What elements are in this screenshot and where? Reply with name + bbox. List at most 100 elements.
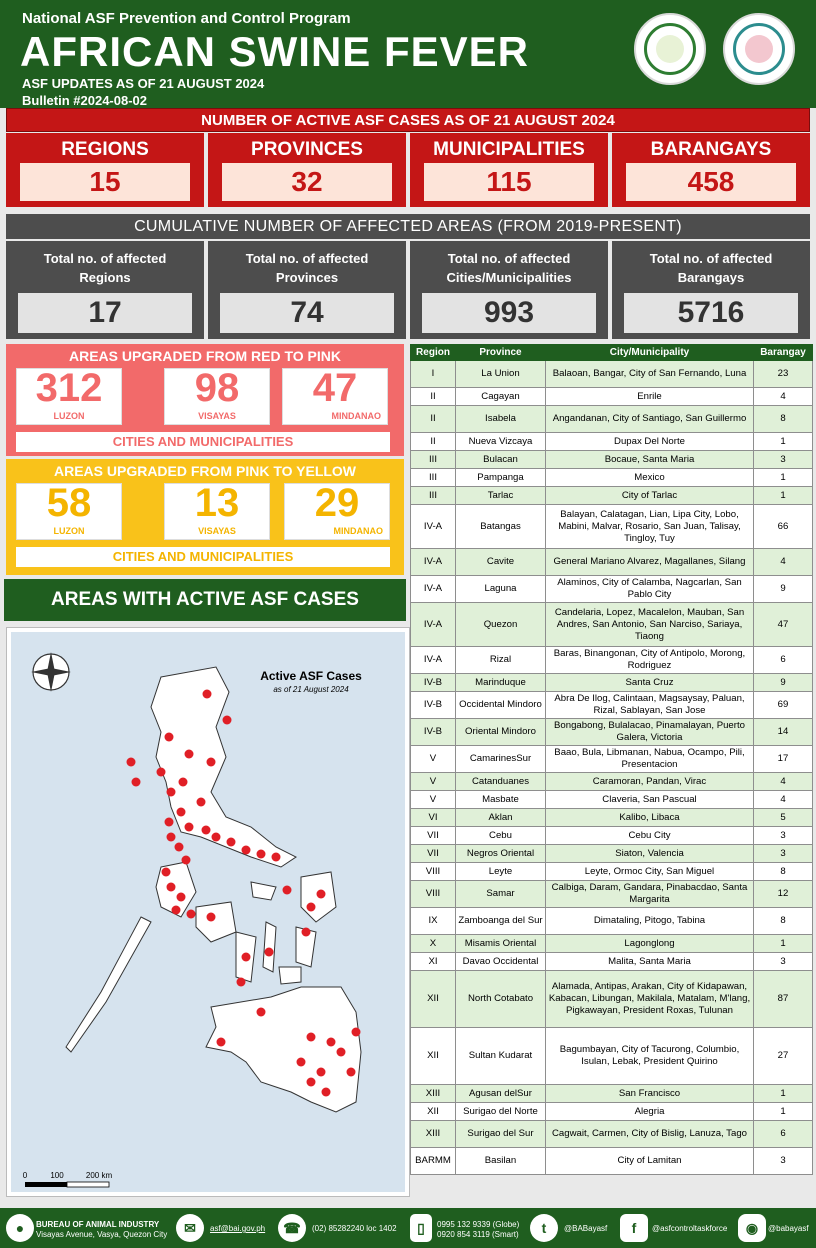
region-cell: VI <box>410 808 456 827</box>
stat-value: 5716 <box>624 293 798 333</box>
phone-icon: ☎ <box>278 1214 306 1242</box>
municipality-cell: Lagonglong <box>545 934 754 953</box>
table-row: IV-B Oriental Mindoro Bongabong, Bulalacao… <box>410 718 813 746</box>
region-cell: XIII <box>410 1120 456 1148</box>
table-row: IV-A Cavite General Mariano Alvarez, Magal… <box>410 548 813 576</box>
case-marker <box>306 1032 316 1042</box>
municipality-cell: Bagumbayan, City of Tacurong, Columbio, … <box>545 1027 754 1085</box>
barangay-count-cell: 1 <box>753 1102 813 1121</box>
provinces-stat-card: PROVINCES 32 <box>208 133 406 207</box>
barangay-count-cell: 66 <box>753 504 813 549</box>
case-marker <box>206 757 216 767</box>
table-row: III Tarlac City of Tarlac 1 <box>410 486 813 505</box>
province-cell: Marinduque <box>455 673 546 692</box>
agency-address: Visayas Avenue, Vasya, Quezon City <box>36 1230 168 1239</box>
twitter-handle[interactable]: @BABayasf <box>564 1224 608 1233</box>
table-row: II Isabela Angandanan, City of Santiago, S… <box>410 405 813 433</box>
philippines-map: Active ASF Cases as of 21 August 2024 0 … <box>11 632 405 1192</box>
province-cell: Catanduanes <box>455 772 546 791</box>
stat-value: 115 <box>424 163 594 201</box>
facebook-icon[interactable]: f <box>620 1214 648 1242</box>
case-marker <box>166 832 176 842</box>
case-marker <box>222 715 232 725</box>
panel-title: AREAS UPGRADED FROM PINK TO YELLOW <box>53 463 357 479</box>
count-number: 312 <box>35 366 103 410</box>
municipality-cell: Bocaue, Santa Maria <box>545 450 754 469</box>
bulletin-number: Bulletin #2024-08-02 <box>22 93 148 108</box>
table-row: V Masbate Claveria, San Pascual 4 <box>410 790 813 809</box>
barangay-count-cell: 4 <box>753 772 813 791</box>
stat-label: Total no. of affected Cities/Municipaliti… <box>446 251 572 285</box>
cumulative-title: CUMULATIVE NUMBER OF AFFECTED AREAS (FRO… <box>6 214 810 239</box>
region-cell: IX <box>410 907 456 935</box>
stat-value: 15 <box>20 163 190 201</box>
table-row: XII Sultan Kudarat Bagumbayan, City of Tac… <box>410 1027 813 1085</box>
province-cell: Surigao del Norte <box>455 1102 546 1121</box>
instagram-icon[interactable]: ◉ <box>738 1214 766 1242</box>
case-marker <box>176 892 186 902</box>
case-marker <box>166 787 176 797</box>
masbate-island <box>250 881 277 901</box>
case-marker <box>216 1037 226 1047</box>
municipality-cell: Mexico <box>545 468 754 487</box>
email-link[interactable]: asf@bai.gov.ph <box>210 1224 266 1233</box>
case-marker <box>196 797 206 807</box>
province-cell: Isabela <box>455 405 546 433</box>
visayas-count-box: 98 VISAYAS <box>164 366 270 425</box>
municipality-cell: Candelaria, Lopez, Macalelon, Mauban, Sa… <box>545 602 754 647</box>
table-row: XII North Cotabato Alamada, Antipas, Araka… <box>410 970 813 1028</box>
table-row: V CamarinesSur Baao, Bula, Libmanan, Nabua… <box>410 745 813 773</box>
stat-value: 17 <box>18 293 192 333</box>
stat-label: PROVINCES <box>251 139 363 160</box>
region-cell: VIII <box>410 862 456 881</box>
barangay-count-cell: 1 <box>753 934 813 953</box>
municipality-cell: Claveria, San Pascual <box>545 790 754 809</box>
stat-label: Total no. of affected Provinces <box>245 251 369 285</box>
region-cell: III <box>410 486 456 505</box>
region-cell: XII <box>410 970 456 1028</box>
stat-value: 74 <box>220 293 394 333</box>
region-cell: IV-A <box>410 548 456 576</box>
province-cell: Agusan delSur <box>455 1084 546 1103</box>
scale-bar: 0 100 200 km <box>23 1171 112 1188</box>
province-cell: Pampanga <box>455 468 546 487</box>
municipality-cell: Angandanan, City of Santiago, San Guille… <box>545 405 754 433</box>
asf-cases-map: Active ASF Cases as of 21 August 2024 0 … <box>6 627 410 1197</box>
case-marker <box>166 882 176 892</box>
case-marker <box>321 1087 331 1097</box>
stat-label: BARANGAYS <box>650 139 772 160</box>
table-row: XIII Surigao del Sur Cagwait, Carmen, City… <box>410 1120 813 1148</box>
municipalities-stat-card: MUNICIPALITIES 115 <box>410 133 608 207</box>
province-cell: Davao Occidental <box>455 952 546 971</box>
agency-name: BUREAU OF ANIMAL INDUSTRY <box>36 1220 160 1229</box>
case-marker <box>256 849 266 859</box>
facebook-handle[interactable]: @asfcontroltaskforce <box>652 1224 728 1233</box>
instagram-handle[interactable]: @babayasf <box>768 1224 809 1233</box>
table-row: IV-A Quezon Candelaria, Lopez, Macalelon, … <box>410 602 813 647</box>
region-cell: X <box>410 934 456 953</box>
table-row: BARMM Basilan City of Lamitan 3 <box>410 1147 813 1175</box>
table-row: VII Negros Oriental Siaton, Valencia 3 <box>410 844 813 863</box>
case-markers <box>126 689 361 1097</box>
table-row: IV-A Rizal Baras, Binangonan, City of Anti… <box>410 646 813 674</box>
case-marker <box>346 1067 356 1077</box>
table-row: XIII Agusan delSur San Francisco 1 <box>410 1084 813 1103</box>
table-row: III Bulacan Bocaue, Santa Maria 3 <box>410 450 813 469</box>
region-cell: IV-B <box>410 718 456 746</box>
bohol-island <box>278 966 302 985</box>
region-cell: VII <box>410 826 456 845</box>
province-cell: Laguna <box>455 575 546 603</box>
mindanao-count-box: 29 MINDANAO <box>284 481 390 540</box>
province-cell: Negros Oriental <box>455 844 546 863</box>
municipality-cell: Baao, Bula, Libmanan, Nabua, Ocampo, Pil… <box>545 745 754 773</box>
table-row: II Nueva Vizcaya Dupax Del Norte 1 <box>410 432 813 451</box>
luzon-count-box: 58 LUZON <box>16 481 122 540</box>
region-label: VISAYAS <box>198 411 236 421</box>
case-marker <box>226 837 236 847</box>
twitter-icon[interactable]: t <box>530 1214 558 1242</box>
municipality-cell: Dimataling, Pitogo, Tabina <box>545 907 754 935</box>
table-row: VIII Leyte Leyte, Ormoc City, San Miguel 8 <box>410 862 813 881</box>
panel-title: AREAS UPGRADED FROM RED TO PINK <box>69 348 341 364</box>
province-cell: Leyte <box>455 862 546 881</box>
case-marker <box>301 927 311 937</box>
